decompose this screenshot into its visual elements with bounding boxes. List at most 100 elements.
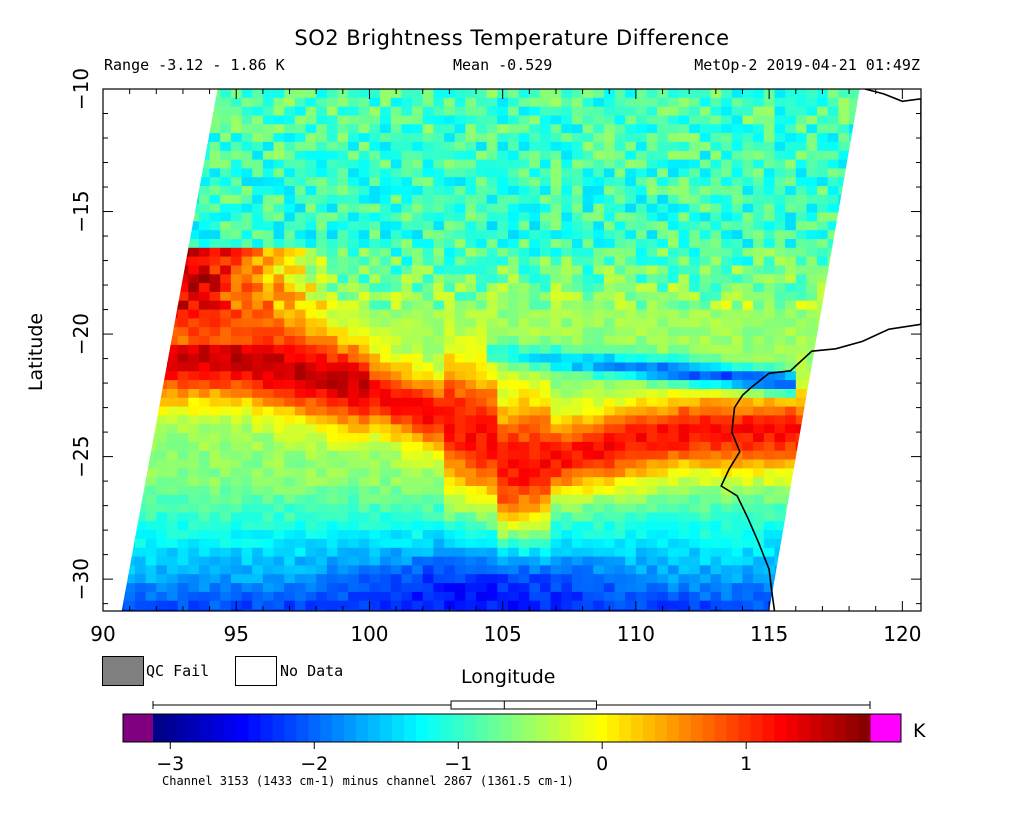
heatmap-cell xyxy=(518,609,530,611)
heatmap-cell xyxy=(593,133,605,143)
heatmap-cell xyxy=(860,213,871,222)
heatmap-cell xyxy=(518,344,530,355)
heatmap-cell xyxy=(358,530,371,540)
heatmap-cell xyxy=(465,177,477,187)
heatmap-cell xyxy=(881,592,892,601)
heatmap-cell xyxy=(465,283,477,293)
heatmap-cell xyxy=(294,247,307,258)
heatmap-cell xyxy=(294,424,307,434)
heatmap-cell xyxy=(518,371,530,381)
heatmap-cell xyxy=(401,274,413,284)
heatmap-cell xyxy=(881,557,892,566)
heatmap-cell xyxy=(284,150,296,161)
heatmap-cell xyxy=(603,583,616,593)
heatmap-cell xyxy=(241,133,253,143)
heatmap-cell xyxy=(486,300,498,311)
heatmap-cell xyxy=(230,318,243,328)
heatmap-cell xyxy=(540,159,552,169)
heatmap-cell xyxy=(785,574,797,584)
heatmap-cell xyxy=(518,168,530,178)
heatmap-cell xyxy=(305,221,317,231)
heatmap-cell xyxy=(135,221,147,231)
heatmap-cell xyxy=(827,583,839,593)
heatmap-cell xyxy=(326,159,339,169)
heatmap-cell xyxy=(145,494,157,505)
heatmap-cell xyxy=(774,459,786,469)
heatmap-cell xyxy=(678,362,690,372)
heatmap-cell xyxy=(625,239,637,249)
heatmap-cell xyxy=(401,265,413,275)
heatmap-cell xyxy=(380,106,392,116)
heatmap-cell xyxy=(635,583,648,593)
heatmap-cell xyxy=(305,150,317,161)
heatmap-cell xyxy=(390,556,403,566)
heatmap-cell xyxy=(241,300,253,311)
heatmap-cell xyxy=(540,424,552,434)
heatmap-cell xyxy=(646,591,658,602)
heatmap-cell xyxy=(561,230,573,240)
heatmap-cell xyxy=(380,221,392,231)
heatmap-cell xyxy=(849,124,860,134)
heatmap-cell xyxy=(881,107,892,116)
heatmap-cell xyxy=(518,459,530,469)
colorbar-segment xyxy=(451,714,465,742)
heatmap-cell xyxy=(444,565,456,575)
heatmap-cell xyxy=(145,221,157,231)
heatmap-cell xyxy=(625,265,637,275)
heatmap-cell xyxy=(348,344,360,355)
heatmap-cell xyxy=(476,406,488,416)
heatmap-cell xyxy=(678,194,690,205)
heatmap-cell xyxy=(465,265,477,275)
heatmap-cell xyxy=(550,97,562,108)
heatmap-cell xyxy=(121,177,125,187)
heatmap-cell xyxy=(838,565,850,575)
heatmap-cell xyxy=(860,477,871,486)
heatmap-cell xyxy=(348,583,360,593)
heatmap-cell xyxy=(401,450,413,461)
heatmap-cell xyxy=(401,477,413,487)
heatmap-cell xyxy=(369,274,381,284)
heatmap-cell xyxy=(220,353,232,364)
colorbar-segment xyxy=(320,714,333,742)
heatmap-cell xyxy=(838,618,849,627)
heatmap-cell xyxy=(849,415,860,425)
heatmap-cell xyxy=(124,115,136,125)
heatmap-cell xyxy=(753,186,765,196)
heatmap-cell xyxy=(646,309,658,319)
heatmap-cell xyxy=(508,203,520,214)
heatmap-cell xyxy=(849,186,860,196)
heatmap-cell xyxy=(721,150,733,161)
heatmap-cell xyxy=(220,380,232,390)
heatmap-cell xyxy=(508,583,520,593)
heatmap-cell xyxy=(198,256,211,266)
heatmap-cell xyxy=(369,433,381,443)
heatmap-cell xyxy=(497,115,509,125)
heatmap-cell xyxy=(220,212,232,222)
heatmap-cell xyxy=(721,115,733,125)
heatmap-cell xyxy=(124,441,136,452)
heatmap-cell xyxy=(827,274,839,284)
heatmap-cell xyxy=(774,574,786,584)
heatmap-cell xyxy=(625,318,637,328)
heatmap-cell xyxy=(156,239,168,249)
heatmap-cell xyxy=(806,256,818,266)
heatmap-cell xyxy=(220,124,232,134)
heatmap-cell xyxy=(422,459,434,469)
heatmap-cell xyxy=(881,521,892,530)
heatmap-cell xyxy=(667,600,680,611)
heatmap-cell xyxy=(582,336,594,346)
heatmap-cell xyxy=(561,538,573,549)
heatmap-cell xyxy=(390,212,403,222)
heatmap-cell xyxy=(913,213,924,222)
heatmap-cell xyxy=(294,309,307,319)
heatmap-cell xyxy=(635,186,648,196)
heatmap-cell xyxy=(380,389,392,399)
heatmap-cell xyxy=(561,415,573,425)
heatmap-cell xyxy=(508,186,520,196)
heatmap-cell xyxy=(121,194,125,205)
heatmap-cell xyxy=(710,265,722,275)
heatmap-cell xyxy=(806,547,818,558)
heatmap-cell xyxy=(294,556,307,566)
heatmap-cell xyxy=(582,371,594,381)
heatmap-cell xyxy=(806,89,818,99)
